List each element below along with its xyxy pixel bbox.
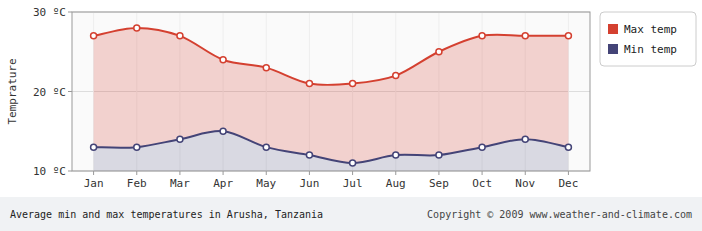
x-tick <box>309 171 310 175</box>
legend-swatch <box>608 24 618 34</box>
x-tick-label: Aug <box>386 177 406 190</box>
x-tick <box>395 171 396 175</box>
title: Average min and max temperatures in Arus… <box>10 209 323 220</box>
grid <box>72 12 590 171</box>
axes: 10 ºC 20 ºC 30 ºC Jan Feb Mar Apr May Jun Jul Aug S… <box>33 6 578 190</box>
x-tick <box>525 171 526 175</box>
x-tick <box>568 171 569 175</box>
x-tick <box>93 171 94 175</box>
plot-area <box>91 25 572 171</box>
point <box>134 25 140 31</box>
x-tick <box>223 171 224 175</box>
legend: Max temp Min temp <box>600 12 696 66</box>
point <box>134 144 140 150</box>
point <box>522 136 528 142</box>
point <box>479 144 485 150</box>
point <box>306 81 312 87</box>
x-tick-label: May <box>256 177 276 190</box>
point <box>522 33 528 39</box>
legend-label: Max temp <box>624 23 677 36</box>
point <box>479 33 485 39</box>
legend-box <box>600 12 696 66</box>
x-tick-label: Feb <box>127 177 147 190</box>
x-tick <box>352 171 353 175</box>
point <box>306 152 312 158</box>
point <box>350 160 356 166</box>
annotation: Copyright © 2009 www.weather-and-climate… <box>427 209 692 220</box>
point <box>393 152 399 158</box>
x-tick-label: Jun <box>299 177 319 190</box>
point <box>91 144 97 150</box>
x-tick-label: Dec <box>558 177 578 190</box>
x-tick <box>482 171 483 175</box>
x-tick-label: Jul <box>343 177 363 190</box>
caption-strip <box>0 197 702 231</box>
x-tick-label: Sep <box>429 177 449 190</box>
x-tick-label: Mar <box>170 177 190 190</box>
series-line <box>94 131 569 163</box>
y-tick <box>68 12 72 13</box>
point <box>436 152 442 158</box>
y-tick-label: 10 ºC <box>33 165 66 178</box>
point <box>436 49 442 55</box>
series-line <box>94 28 569 85</box>
y-tick <box>68 171 72 172</box>
y-tick <box>68 91 72 92</box>
y-axis-label: Temprature <box>6 58 19 124</box>
plot-background <box>72 12 590 171</box>
point <box>565 33 571 39</box>
point <box>220 128 226 134</box>
point <box>263 65 269 71</box>
legend-swatch <box>608 44 618 54</box>
legend-label: Min temp <box>624 43 677 56</box>
range-area <box>94 28 569 163</box>
x-tick <box>438 171 439 175</box>
plot-frame <box>72 12 590 171</box>
chart: 10 ºC 20 ºC 30 ºC Jan Feb Mar Apr May Jun Jul Aug S… <box>0 0 702 231</box>
lower-area <box>94 131 569 171</box>
y-tick-label: 20 ºC <box>33 86 66 99</box>
point <box>91 33 97 39</box>
x-tick-label: Nov <box>515 177 535 190</box>
point <box>263 144 269 150</box>
y-tick-label: 30 ºC <box>33 6 66 19</box>
x-tick-label: Oct <box>472 177 492 190</box>
x-tick <box>136 171 137 175</box>
x-tick <box>266 171 267 175</box>
point <box>565 144 571 150</box>
x-tick-label: Apr <box>213 177 233 190</box>
x-tick <box>179 171 180 175</box>
point <box>177 136 183 142</box>
point <box>393 73 399 79</box>
x-tick-label: Jan <box>84 177 104 190</box>
point <box>220 57 226 63</box>
chart-container: 10 ºC 20 ºC 30 ºC Jan Feb Mar Apr May Jun Jul Aug S… <box>0 0 702 231</box>
point <box>350 81 356 87</box>
point <box>177 33 183 39</box>
